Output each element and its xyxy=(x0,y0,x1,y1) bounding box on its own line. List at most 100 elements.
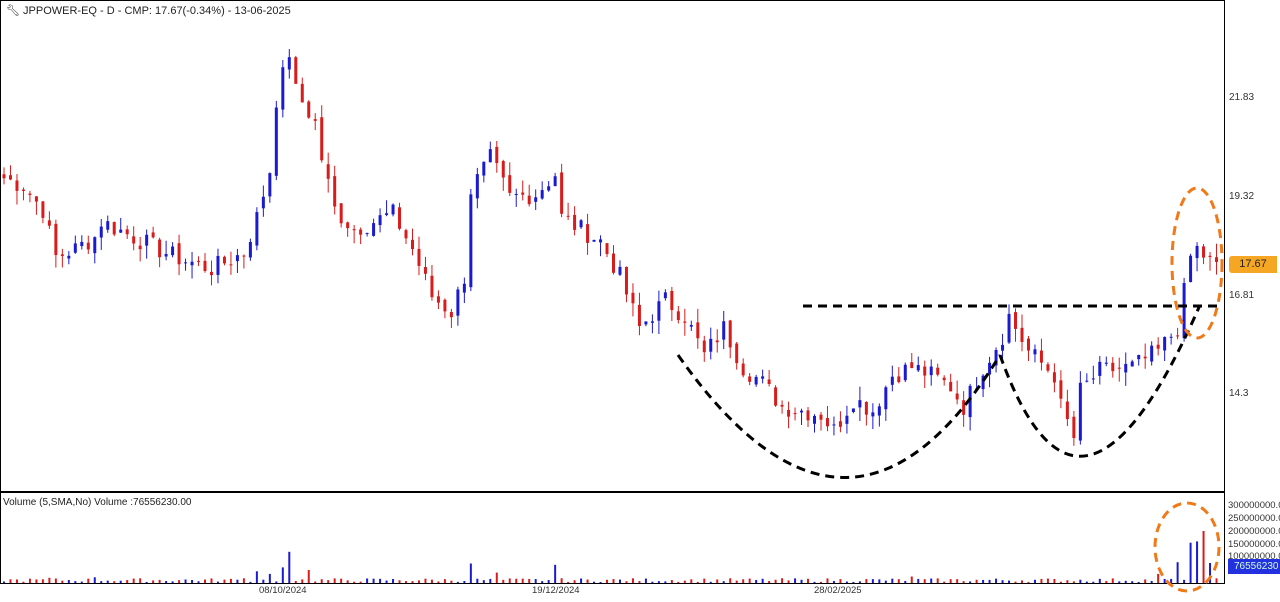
candle-body xyxy=(877,406,881,416)
candle-body xyxy=(261,196,265,209)
candle-body xyxy=(112,222,116,235)
volume-tick: 100000000.0 xyxy=(1228,551,1280,562)
candle-body xyxy=(60,254,64,256)
candle-body xyxy=(385,213,389,215)
candle-body xyxy=(586,224,590,243)
candle-body xyxy=(1195,245,1199,259)
candle-body xyxy=(534,197,538,202)
candle-body xyxy=(216,255,220,275)
candle-body xyxy=(469,194,473,288)
candle-body xyxy=(923,366,927,376)
candle-body xyxy=(1039,350,1043,363)
candle-body xyxy=(903,364,907,381)
candle-body xyxy=(657,301,661,321)
candle-body xyxy=(106,221,110,230)
chart-title: 🔧︎ JPPOWER-EQ - D - CMP: 17.67(-0.34%) -… xyxy=(6,4,291,17)
price-panel-border xyxy=(0,0,1225,492)
candle-body xyxy=(858,400,862,408)
volume-ellipse xyxy=(1153,501,1221,593)
candle-body xyxy=(229,264,233,266)
candle-body xyxy=(235,255,239,262)
candle-body xyxy=(715,340,719,343)
candle-body xyxy=(222,256,226,264)
volume-panel-title: Volume (5,SMA,No) Volume :76556230.00 xyxy=(3,497,192,508)
candle-body xyxy=(819,414,823,420)
candle-body xyxy=(942,377,946,381)
candle-body xyxy=(1117,367,1121,369)
candle-body xyxy=(605,243,609,255)
candle-body xyxy=(936,367,940,375)
candle-body xyxy=(787,409,791,417)
candle-body xyxy=(689,324,693,327)
candle-body xyxy=(294,57,298,84)
candle-body xyxy=(1189,255,1193,283)
candle-body xyxy=(968,385,972,418)
candle-body xyxy=(197,260,201,262)
candle-body xyxy=(1085,380,1089,382)
volume-panel-border xyxy=(0,492,1225,584)
candle-body xyxy=(423,267,427,274)
candle-body xyxy=(430,275,434,298)
candle-body xyxy=(696,322,700,339)
candle-body xyxy=(1065,401,1069,420)
candle-body xyxy=(825,418,829,427)
candle-body xyxy=(1163,337,1167,351)
candle-body xyxy=(365,232,369,234)
candle-body xyxy=(761,376,765,379)
candle-body xyxy=(417,248,421,266)
candle-body xyxy=(28,193,32,195)
candle-body xyxy=(1124,363,1128,373)
price-tick: 21.83 xyxy=(1229,92,1255,103)
candle-body xyxy=(955,393,959,400)
candle-body xyxy=(190,261,194,266)
candle-body xyxy=(774,387,778,406)
candle-body xyxy=(1026,338,1030,351)
candle-body xyxy=(521,192,525,195)
candle-body xyxy=(456,289,460,316)
candle-body xyxy=(845,415,849,424)
candle-body xyxy=(631,292,635,304)
candle-body xyxy=(741,363,745,376)
candle-body xyxy=(1156,344,1160,349)
candle-body xyxy=(1202,246,1206,258)
candle-body xyxy=(599,239,603,243)
candle-body xyxy=(735,343,739,364)
wrench-icon[interactable]: 🔧︎ xyxy=(6,5,24,17)
candle-body xyxy=(683,321,687,323)
candle-body xyxy=(80,241,84,247)
candle-body xyxy=(1001,344,1005,351)
candle-body xyxy=(151,232,155,238)
candle-body xyxy=(398,207,402,229)
candle-body xyxy=(346,222,350,229)
candle-body xyxy=(47,220,51,226)
candle-body xyxy=(436,296,440,303)
candle-body xyxy=(754,376,758,385)
candle-body xyxy=(748,376,752,382)
candle-body xyxy=(916,365,920,371)
candle-body xyxy=(949,381,953,392)
candle-body xyxy=(274,107,278,176)
candle-body xyxy=(670,290,674,311)
candle-body xyxy=(864,401,868,415)
candle-body xyxy=(910,362,914,369)
volume-tick: 150000000.0 xyxy=(1228,539,1280,550)
candle-body xyxy=(1098,361,1102,376)
candle-body xyxy=(1014,312,1018,329)
price-tick: 19.32 xyxy=(1229,191,1255,202)
price-tick: 14.3 xyxy=(1229,388,1249,399)
candle-body xyxy=(618,266,622,275)
candle-body xyxy=(1130,361,1134,367)
candle-body xyxy=(15,180,19,191)
candle-body xyxy=(676,311,680,321)
volume-tick: 250000000.0 xyxy=(1228,513,1280,524)
candle-body xyxy=(1033,349,1037,355)
candle-body xyxy=(722,321,726,340)
candle-body xyxy=(307,101,311,118)
candle-body xyxy=(475,174,479,199)
candle-body xyxy=(1169,336,1173,338)
candle-body xyxy=(171,246,175,256)
candle-body xyxy=(501,160,505,178)
candle-body xyxy=(255,212,259,246)
